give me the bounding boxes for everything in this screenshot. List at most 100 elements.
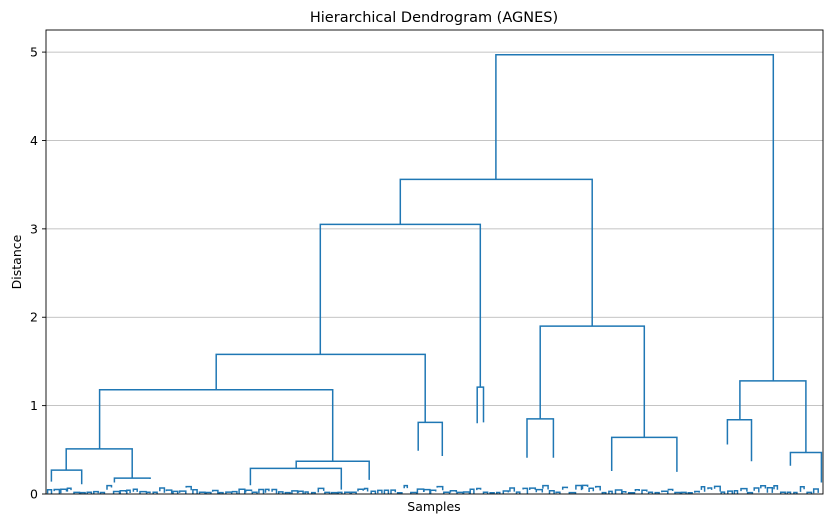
y-gridlines: [46, 51, 823, 495]
leaf-merge-link: [568, 491, 577, 494]
leaf-merge-link: [647, 491, 654, 494]
leaf-merge-link: [727, 490, 734, 494]
dendrogram-link: [789, 451, 823, 483]
x-axis-label: Samples: [407, 499, 460, 514]
dendrogram-link: [50, 469, 83, 485]
leaf-merge-link: [185, 485, 192, 491]
leaf-merge-link: [66, 487, 72, 492]
leaf-merge-link: [502, 490, 510, 494]
leaf-merge-link: [469, 488, 475, 494]
leaf-merge-link: [522, 487, 529, 494]
y-tick-label: 2: [30, 310, 38, 325]
leaf-merge-link: [766, 487, 774, 493]
leaf-merge-link: [192, 489, 198, 494]
leaf-merge-link: [773, 485, 779, 490]
leaf-merge-link: [720, 491, 726, 494]
leaf-merge-link: [370, 490, 377, 494]
leaf-merge-link: [218, 491, 224, 494]
leaf-merge-link: [581, 484, 589, 490]
leaf-merge-link: [601, 491, 607, 494]
dendrogram-link: [476, 386, 485, 424]
leaf-merge-link: [264, 488, 270, 493]
leaf-merge-link: [304, 491, 309, 494]
leaf-merge-link: [799, 485, 805, 492]
leaf-merge-link: [205, 491, 212, 494]
leaf-merge-link: [641, 489, 648, 494]
leaf-merge-link: [535, 488, 544, 493]
dendrogram-link: [539, 325, 646, 438]
y-tick-label: 1: [30, 398, 38, 413]
y-tick-label: 5: [30, 45, 38, 60]
leaf-merge-link: [654, 491, 660, 494]
dendrogram-link: [65, 448, 133, 479]
leaf-merge-link: [528, 487, 537, 490]
leaf-merge-link: [561, 486, 569, 490]
leaf-merge-link: [779, 491, 786, 494]
leaf-merge-link: [462, 491, 471, 494]
leaf-merge-link: [152, 491, 158, 494]
leaf-merge-link: [330, 491, 339, 494]
leaf-merge-link: [337, 491, 343, 494]
leaf-merge-link: [661, 490, 669, 494]
leaf-merge-link: [509, 487, 516, 492]
leaf-merge-link: [390, 489, 397, 494]
leaf-merge-link: [793, 491, 798, 494]
y-tick-label: 3: [30, 221, 38, 236]
leaf-merge-link: [377, 489, 383, 494]
leaf-merge-link: [542, 484, 549, 490]
leaf-merge-link: [806, 491, 813, 494]
leaf-merge-link: [231, 490, 238, 494]
leaf-merge-link: [575, 484, 583, 491]
leaf-merge-link: [198, 491, 206, 494]
leaf-merge-link: [357, 488, 364, 492]
dendrogram-link: [495, 53, 775, 381]
dendrogram-link: [249, 467, 343, 490]
leaf-merge-link: [46, 488, 53, 494]
leaf-merge-link: [53, 488, 61, 494]
leaf-merge-link: [145, 491, 151, 494]
leaf-merge-link: [79, 491, 86, 494]
leaf-merge-link: [733, 490, 739, 494]
chart-title: Hierarchical Dendrogram (AGNES): [310, 10, 558, 26]
leaf-merge-link: [449, 490, 458, 493]
leaf-merge-link: [297, 490, 304, 494]
leaf-merge-link: [363, 487, 369, 492]
leaf-merge-link: [812, 488, 819, 494]
leaf-merge-link: [674, 491, 682, 494]
leaf-merge-link: [284, 491, 291, 494]
leaf-merge-link: [443, 491, 451, 494]
dendrogram-link: [215, 353, 426, 423]
leaf-merge-link: [238, 488, 246, 494]
dendrogram-link: [295, 460, 370, 480]
dendrogram-link: [417, 421, 444, 456]
leaf-merge-link: [251, 491, 258, 494]
leaf-merge-link: [271, 488, 278, 494]
leaf-merge-link: [310, 491, 316, 494]
y-axis-ticks: 0 1 2 3 4 5: [30, 45, 46, 502]
leaf-merge-link: [489, 491, 495, 494]
leaf-merge-link: [740, 487, 748, 492]
y-tick-label: 0: [30, 487, 38, 502]
dendrogram-link: [98, 388, 334, 462]
leaf-merge-link: [126, 489, 131, 494]
leaf-merge-link: [225, 491, 233, 494]
leaf-merge-link: [548, 490, 555, 494]
leaf-merge-link: [555, 491, 561, 494]
y-axis-label: Distance: [9, 234, 24, 289]
leaf-merge-link: [786, 491, 792, 494]
leaf-merge-link: [753, 487, 760, 493]
leaf-merge-link: [515, 491, 521, 494]
leaf-merge-link: [713, 485, 721, 492]
dendrogram-link: [739, 380, 807, 453]
dendrogram-link: [319, 223, 482, 388]
leaf-merge-link: [614, 489, 623, 494]
leaf-merge-link: [73, 491, 81, 494]
leaf-merge-link: [258, 488, 265, 494]
leaf-merge-link: [707, 487, 713, 490]
dendrogram-link: [399, 178, 593, 327]
leaf-merge-link: [119, 490, 127, 494]
leaf-merge-link: [383, 489, 390, 494]
leaf-merge-link: [159, 487, 166, 493]
y-tick-label: 4: [30, 133, 38, 148]
